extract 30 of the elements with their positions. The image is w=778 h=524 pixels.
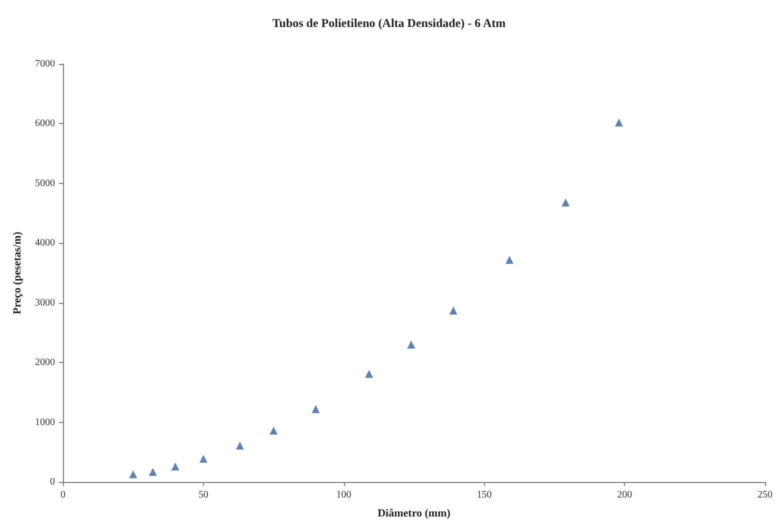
y-axis-title: Preço (pesetas/m) <box>12 231 24 314</box>
point <box>505 256 514 264</box>
y-tick-label: 1000 <box>35 416 55 428</box>
point <box>449 306 458 315</box>
point <box>236 442 244 450</box>
x-tick-label: 200 <box>617 490 632 500</box>
point <box>562 198 570 207</box>
y-tick-label: 7000 <box>35 58 55 70</box>
y-tick-label: 0 <box>50 476 55 488</box>
x-tick-label: 150 <box>476 490 492 500</box>
chart-title: Tubos de Polietileno (Alta Densidade) - 6 Atm <box>272 16 506 30</box>
y-tick-label: 6000 <box>35 118 55 130</box>
y-tick-label: 5000 <box>35 178 55 189</box>
point <box>171 462 180 470</box>
point <box>199 454 208 463</box>
y-tick-label: 2000 <box>35 357 55 368</box>
point <box>129 470 138 478</box>
point <box>270 426 278 435</box>
x-tick-label: 100 <box>336 490 352 500</box>
x-tick-label: 0 <box>60 490 66 500</box>
x-tick-label: 50 <box>198 490 208 500</box>
point <box>407 340 416 349</box>
x-tick-label: 250 <box>758 490 772 500</box>
y-tick-label: 4000 <box>35 238 55 249</box>
point <box>365 370 374 378</box>
point <box>148 468 157 476</box>
point <box>312 405 320 414</box>
y-tick-label: 3000 <box>35 297 55 308</box>
x-axis-title: Diâmetro (mm) <box>378 508 451 520</box>
point <box>614 118 623 127</box>
